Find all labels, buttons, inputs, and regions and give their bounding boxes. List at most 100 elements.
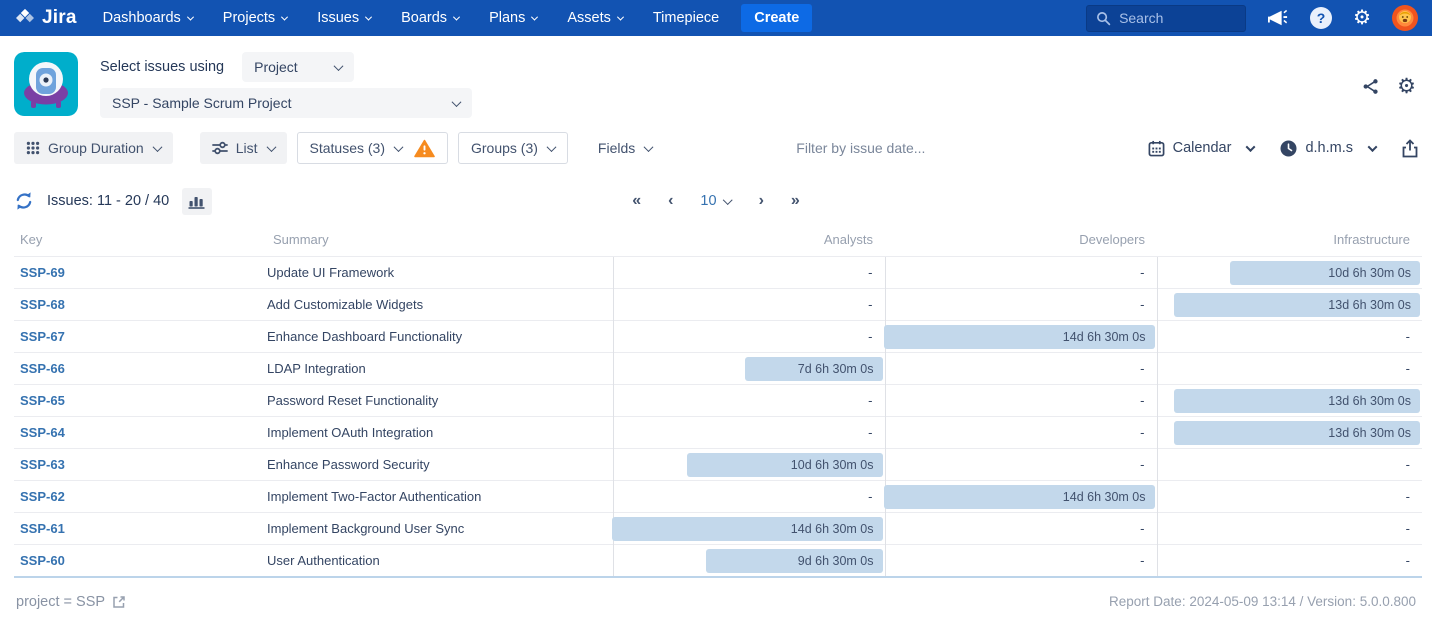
nav-item-issues[interactable]: Issues <box>317 10 373 26</box>
duration-bar: 7d 6h 30m 0s <box>744 357 883 381</box>
duration-cell-analysts: - <box>612 288 885 321</box>
issue-summary-cell: Implement Background User Sync <box>267 512 613 545</box>
issue-key-link[interactable]: SSP-67 <box>20 329 65 344</box>
chevron-down-icon <box>333 60 344 71</box>
duration-cell-analysts: - <box>612 416 885 449</box>
issue-key-link[interactable]: SSP-66 <box>20 361 65 376</box>
view-list-button[interactable]: List <box>199 132 287 164</box>
search-icon <box>1096 11 1111 26</box>
duration-cell-infrastructure: - <box>1156 448 1422 481</box>
nav-item-plans[interactable]: Plans <box>489 10 539 26</box>
select-issues-label: Select issues using <box>100 59 225 75</box>
create-button[interactable]: Create <box>741 4 813 32</box>
project-dropdown[interactable]: SSP - Sample Scrum Project <box>100 88 472 118</box>
duration-value: 14d 6h 30m 0s <box>1062 490 1146 504</box>
grid-icon <box>26 141 40 155</box>
nav-item-label: Plans <box>489 10 526 26</box>
jql-query-link[interactable]: project = SSP <box>16 594 126 610</box>
issue-summary-cell: Enhance Dashboard Functionality <box>267 320 613 353</box>
nav-item-timepiece[interactable]: Timepiece <box>653 10 719 26</box>
calendar-label: Calendar <box>1172 140 1232 156</box>
previous-page-icon[interactable]: ‹ <box>668 192 674 209</box>
issue-summary-cell: Enhance Password Security <box>267 448 613 481</box>
refresh-button[interactable] <box>14 191 34 211</box>
project-value: SSP - Sample Scrum Project <box>112 95 292 111</box>
duration-cell-infrastructure: 10d 6h 30m 0s <box>1156 256 1422 289</box>
issue-key-cell: SSP-66 <box>14 352 267 385</box>
fields-button[interactable]: Fields <box>586 132 664 164</box>
statuses-filter-button[interactable]: Statuses (3) <box>296 132 448 164</box>
duration-cell-infrastructure: - <box>1156 480 1422 513</box>
jira-logo[interactable]: Jira <box>14 7 77 29</box>
duration-bar: 13d 6h 30m 0s <box>1174 421 1420 445</box>
nav-item-projects[interactable]: Projects <box>223 10 289 26</box>
issue-key-link[interactable]: SSP-69 <box>20 265 65 280</box>
issue-summary-cell: User Authentication <box>267 544 613 578</box>
column-header-summary: Summary <box>273 232 329 247</box>
issue-key-link[interactable]: SSP-65 <box>20 393 65 408</box>
search-box[interactable] <box>1086 4 1247 32</box>
calendar-dropdown[interactable]: Calendar <box>1148 140 1256 157</box>
filter-by-issue-date-input[interactable]: Filter by issue date... <box>796 140 926 156</box>
issue-summary-cell: Implement Two-Factor Authentication <box>267 480 613 513</box>
column-header-infrastructure: Infrastructure <box>1333 232 1410 247</box>
chevron-down-icon <box>531 13 539 21</box>
duration-cell-analysts: 9d 6h 30m 0s <box>612 544 885 578</box>
nav-item-assets[interactable]: Assets <box>567 10 624 26</box>
chevron-down-icon <box>393 141 404 152</box>
duration-bar: 9d 6h 30m 0s <box>706 549 883 573</box>
duration-cell-developers: - <box>884 256 1157 289</box>
issue-key-cell: SSP-65 <box>14 384 267 417</box>
issue-key-link[interactable]: SSP-64 <box>20 425 65 440</box>
first-page-icon[interactable]: « <box>632 192 642 209</box>
duration-bar: 14d 6h 30m 0s <box>883 325 1155 349</box>
report-header: Select issues using Project SSP - Sample… <box>0 36 1432 130</box>
report-settings-gear-icon[interactable]: ⚙ <box>1397 75 1416 98</box>
time-format-dropdown[interactable]: d.h.m.s <box>1280 140 1378 157</box>
duration-cell-analysts: 14d 6h 30m 0s <box>611 512 885 545</box>
share-icon[interactable] <box>1361 77 1380 96</box>
issue-key-link[interactable]: SSP-62 <box>20 489 65 504</box>
issue-source-selectors: Select issues using Project SSP - Sample… <box>100 52 472 118</box>
table-header-row: Key Summary Analysts Developers Infrastructu… <box>14 232 1422 257</box>
pagination: « ‹ 10 › » <box>632 192 800 210</box>
last-page-icon[interactable]: » <box>790 192 800 209</box>
chevron-down-icon <box>616 13 624 21</box>
issue-key-cell: SSP-62 <box>14 480 267 513</box>
help-icon[interactable]: ? <box>1310 7 1333 29</box>
nav-item-label: Issues <box>317 10 360 26</box>
chart-view-button[interactable] <box>182 187 213 215</box>
nav-item-boards[interactable]: Boards <box>401 10 461 26</box>
export-button[interactable] <box>1402 138 1418 158</box>
search-input[interactable] <box>1119 10 1230 26</box>
report-date-version: Report Date: 2024-05-09 13:14 / Version:… <box>1109 594 1416 609</box>
issue-key-link[interactable]: SSP-60 <box>20 552 65 568</box>
select-mode-dropdown[interactable]: Project <box>242 52 355 82</box>
report-toolbar: Group Duration List Statuses (3) <box>14 132 1418 164</box>
group-duration-button[interactable]: Group Duration <box>14 132 173 164</box>
nav-menu: Dashboards Projects Issues Boards Plans Asset… <box>103 10 720 26</box>
settings-gear-icon[interactable]: ⚙ <box>1353 7 1371 29</box>
page-size-value: 10 <box>700 193 717 209</box>
duration-cell-infrastructure: 13d 6h 30m 0s <box>1156 384 1422 417</box>
duration-cell-analysts: - <box>612 480 885 513</box>
chevron-down-icon <box>152 141 163 152</box>
nav-item-dashboards[interactable]: Dashboards <box>103 10 194 26</box>
page-size-dropdown[interactable]: 10 <box>700 193 734 209</box>
chevron-down-icon <box>266 141 276 152</box>
issue-summary-cell: Password Reset Functionality <box>267 384 613 417</box>
issue-key-link[interactable]: SSP-68 <box>20 297 65 312</box>
announcements-icon[interactable] <box>1267 8 1289 28</box>
duration-cell-analysts: - <box>612 384 885 417</box>
header-actions: ⚙ <box>1361 76 1416 97</box>
issue-key-link[interactable]: SSP-63 <box>20 457 65 472</box>
next-page-icon[interactable]: › <box>758 192 764 209</box>
duration-value: 14d 6h 30m 0s <box>1062 330 1146 344</box>
duration-value: 13d 6h 30m 0s <box>1328 298 1411 312</box>
duration-bar: 14d 6h 30m 0s <box>611 517 883 541</box>
table-row: SSP-69 Update UI Framework - -10d 6h 30m 0s <box>14 256 1422 289</box>
groups-filter-button[interactable]: Groups (3) <box>458 132 568 164</box>
duration-bar: 10d 6h 30m 0s <box>687 453 883 477</box>
user-avatar[interactable] <box>1392 5 1418 31</box>
issue-key-link[interactable]: SSP-61 <box>20 521 65 536</box>
